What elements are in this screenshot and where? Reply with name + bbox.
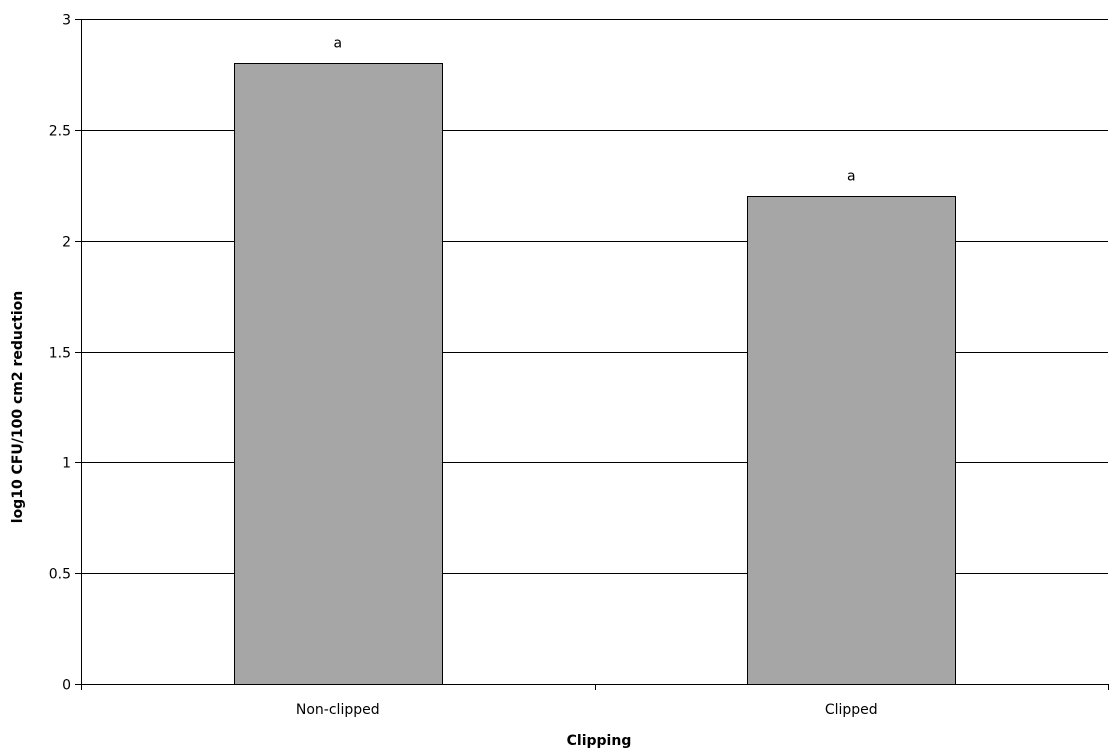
y-tick-label: 0.5 (49, 567, 71, 583)
axes (75, 19, 1109, 690)
y-tick-label: 0 (62, 678, 71, 694)
data-label: a (847, 168, 856, 184)
bar-non-clipped (234, 63, 443, 685)
bars (234, 63, 956, 685)
y-tick-label: 1 (62, 456, 71, 472)
x-axis-title: Clipping (567, 733, 632, 749)
bar-clipped (747, 196, 956, 685)
y-axis-title: log10 CFU/100 cm2 reduction (10, 291, 26, 523)
data-label: a (333, 35, 342, 51)
y-tick-label: 1.5 (49, 346, 71, 362)
y-tick-label: 2 (62, 235, 71, 251)
y-tick-label: 2.5 (49, 124, 71, 140)
y-tick-label: 3 (62, 13, 71, 29)
x-tick-label: Non-clipped (296, 702, 380, 718)
x-tick-label: Clipped (825, 702, 878, 718)
labels: 0 0.5 1 1.5 2 2.5 3 a Non-clipped a Clipped (49, 13, 878, 719)
